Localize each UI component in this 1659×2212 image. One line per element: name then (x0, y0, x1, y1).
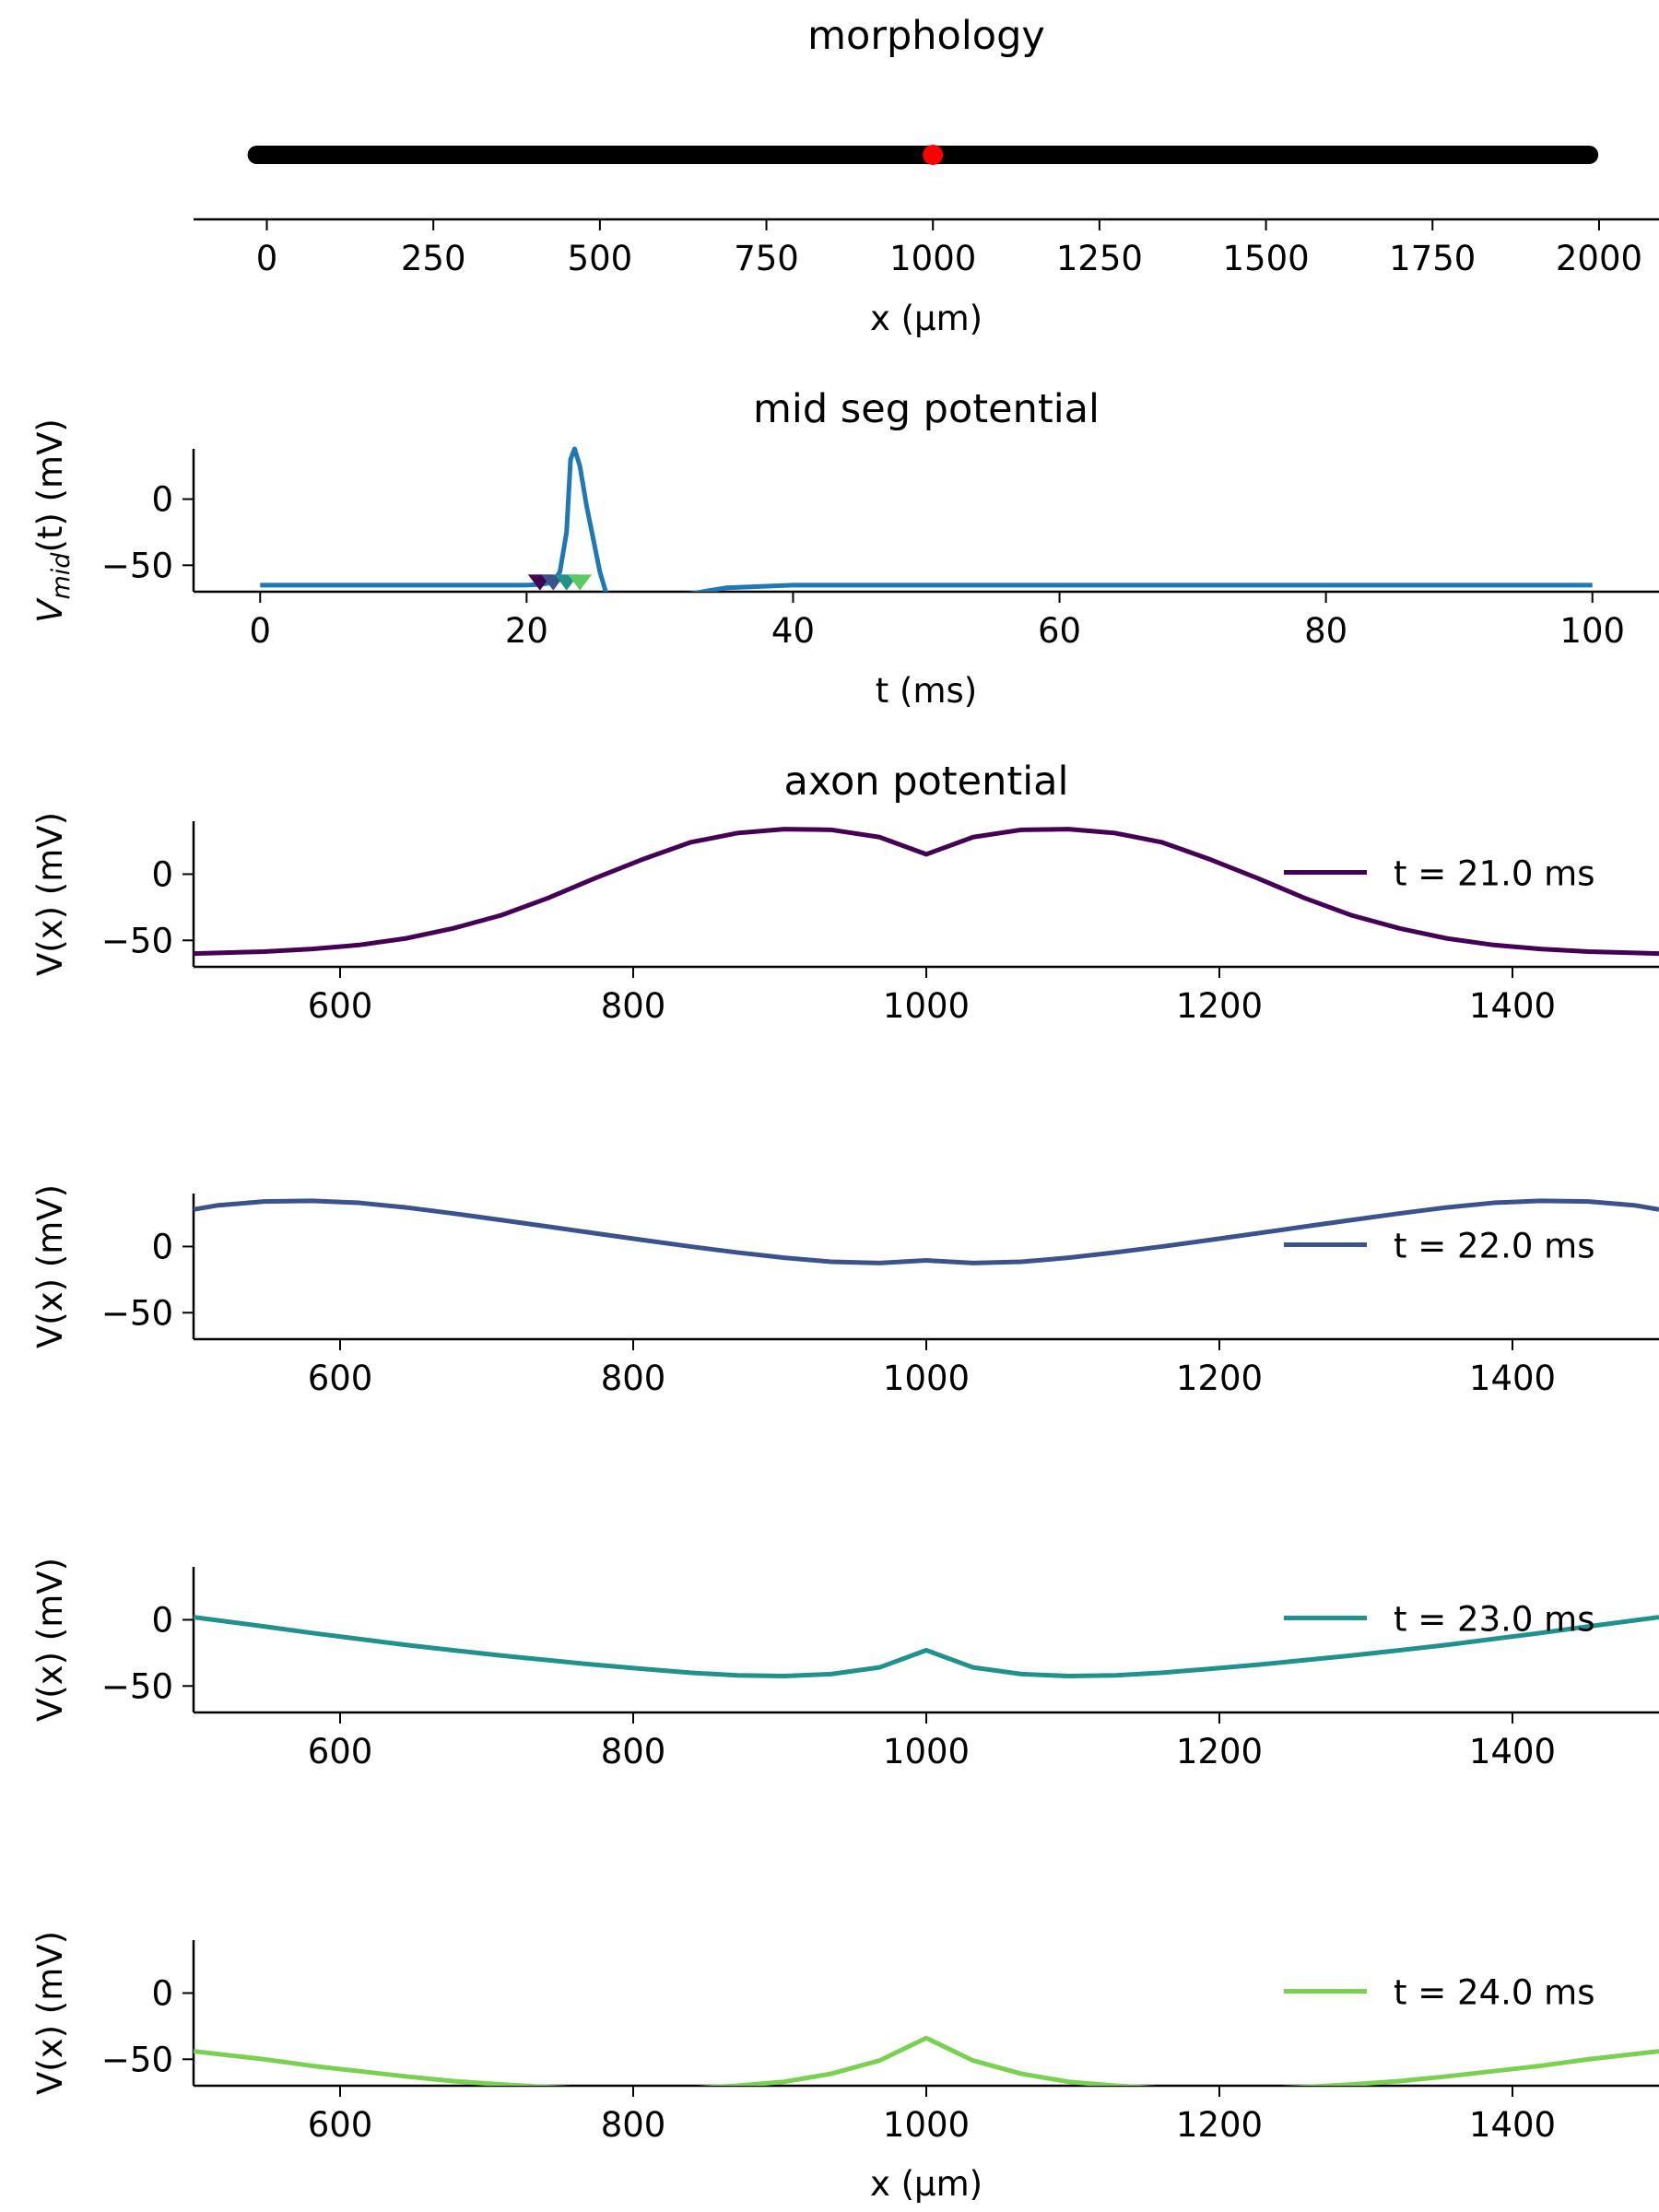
x-tick-label: 600 (308, 1359, 373, 1398)
x-tick-label: 800 (601, 1732, 666, 1771)
y-tick-label: 0 (151, 854, 173, 894)
x-tick-label: 800 (601, 986, 666, 1026)
x-axis-label: x (μm) (870, 2164, 982, 2204)
axon-voltage-line (194, 1615, 1659, 1678)
y-tick-label: 0 (151, 480, 173, 520)
legend-label: t = 21.0 ms (1394, 853, 1595, 893)
x-tick-label: 1750 (1389, 239, 1476, 278)
y-tick-label: 0 (151, 1600, 173, 1640)
x-tick-label: 1200 (1176, 1732, 1263, 1771)
axon-potential-panel-2: 600 800 1000 1200 1400 0 −50 t = 22.0 ms V(x) (m… (30, 1184, 1659, 1398)
y-axis-label-symbol: V (30, 597, 70, 623)
x-tick-label: 1400 (1469, 2105, 1556, 2145)
x-tick-label: 20 (505, 611, 548, 651)
x-tick-label: 0 (249, 611, 271, 651)
x-axis-label: t (ms) (876, 671, 977, 711)
x-tick-label: 600 (308, 986, 373, 1026)
x-tick-label: 600 (308, 2105, 373, 2145)
y-tick-label: −50 (101, 1666, 173, 1706)
y-axis-label: V(x) (mV) (30, 1931, 70, 2095)
mid-point-marker (923, 145, 944, 165)
x-tick-label: 1400 (1469, 1359, 1556, 1398)
y-tick-label: 0 (151, 1973, 173, 2013)
x-tick-label: 1200 (1176, 986, 1263, 1026)
x-tick-label: 1400 (1469, 1732, 1556, 1771)
y-tick-label: −50 (101, 2040, 173, 2079)
chart-title: mid seg potential (753, 386, 1100, 432)
x-tick-label: 1200 (1176, 2105, 1263, 2145)
axon-voltage-line (194, 1198, 1659, 1265)
x-tick-label: 0 (256, 239, 278, 278)
y-axis-label-unit: (t) (mV) (30, 418, 70, 552)
x-tick-label: 1400 (1469, 986, 1556, 1026)
y-axis-label: V(x) (mV) (30, 812, 70, 976)
axon-potential-panel-4: 600 800 1000 1200 1400 0 −50 t = 24.0 ms V(x) (m… (30, 1931, 1659, 2204)
x-tick-label: 1000 (889, 239, 976, 278)
x-tick-label: 1000 (883, 2105, 970, 2145)
axon-voltage-line (194, 2035, 1659, 2086)
voltage-trace-line (260, 446, 1593, 592)
x-tick-label: 750 (734, 239, 799, 278)
mid-seg-potential-panel: 0 20 40 60 80 100 0 −50 mid seg potential t (ms) V… (30, 386, 1659, 711)
y-tick-label: −50 (101, 546, 173, 585)
x-tick-label: 250 (401, 239, 466, 278)
y-tick-label: −50 (101, 1293, 173, 1333)
x-tick-label: 1000 (883, 986, 970, 1026)
y-tick-label: 0 (151, 1227, 173, 1266)
morphology-panel: 0 250 500 750 1000 1250 1500 1750 2000 morphology… (194, 13, 1659, 338)
x-tick-label: 1250 (1056, 239, 1143, 278)
x-tick-label: 2000 (1556, 239, 1642, 278)
legend-label: t = 24.0 ms (1394, 1972, 1595, 2012)
x-tick-label: 60 (1038, 611, 1081, 651)
y-axis-label: V(x) (mV) (30, 1558, 70, 1722)
axon-voltage-line (194, 827, 1659, 957)
x-tick-label: 1200 (1176, 1359, 1263, 1398)
x-tick-label: 1000 (883, 1732, 970, 1771)
x-tick-label: 800 (601, 1359, 666, 1398)
axon-potential-panel-3: 600 800 1000 1200 1400 0 −50 t = 23.0 ms V(x) (m… (30, 1558, 1659, 1771)
x-tick-label: 800 (601, 2105, 666, 2145)
x-tick-label: 600 (308, 1732, 373, 1771)
chart-title: morphology (807, 13, 1045, 59)
legend-label: t = 22.0 ms (1394, 1226, 1595, 1265)
x-axis-label: x (μm) (870, 299, 982, 338)
y-axis-label: Vmid(t) (mV) (30, 418, 76, 623)
x-tick-label: 500 (568, 239, 633, 278)
x-tick-label: 100 (1559, 611, 1625, 651)
x-tick-label: 1000 (883, 1359, 970, 1398)
x-tick-label: 80 (1304, 611, 1347, 651)
y-axis-label: V(x) (mV) (30, 1184, 70, 1348)
x-tick-label: 1500 (1223, 239, 1310, 278)
axon-potential-panel-1: 600 800 1000 1200 1400 0 −50 axon potential t = … (30, 759, 1659, 1026)
chart-title: axon potential (784, 759, 1069, 805)
y-axis-label-subscript: mid (47, 552, 76, 600)
x-tick-label: 40 (771, 611, 815, 651)
y-tick-label: −50 (101, 921, 173, 960)
legend-label: t = 23.0 ms (1394, 1599, 1595, 1639)
time-marker-triangle (568, 574, 593, 591)
